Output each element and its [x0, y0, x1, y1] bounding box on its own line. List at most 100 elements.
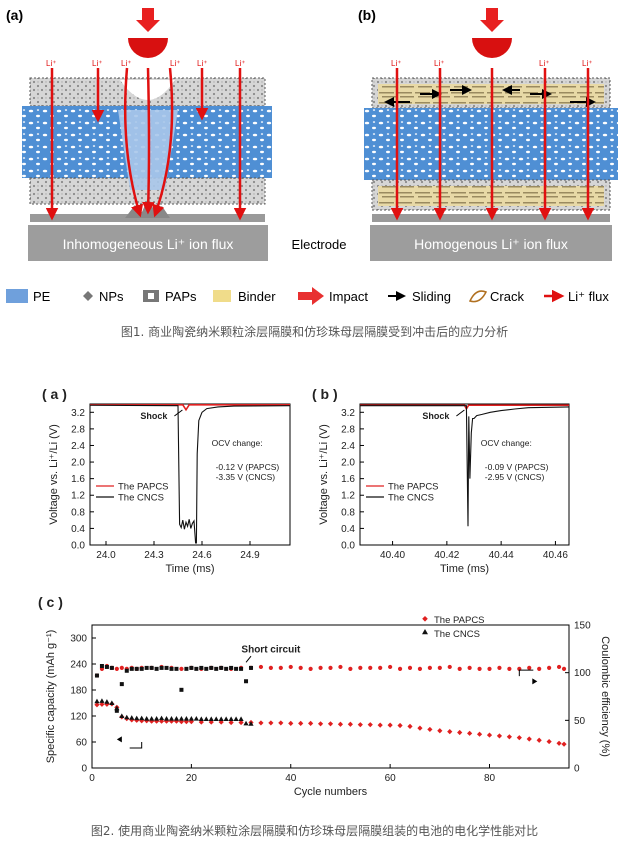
- data-point-papcs-capacity: [129, 717, 135, 723]
- y-tick-label: 2.8: [71, 424, 85, 435]
- plot-frame: [91, 624, 570, 769]
- legend-sliding: Sliding: [412, 289, 451, 304]
- data-point-papcs-capacity: [427, 726, 433, 733]
- data-point-papcs-capacity: [94, 702, 100, 708]
- data-point-papcs-capacity: [99, 701, 105, 707]
- y-axis-label: Specific capacity (mAh g⁻¹): [45, 630, 57, 764]
- data-point-papcs-capacity: [526, 736, 532, 742]
- x-axis-label: Time (ms): [440, 563, 489, 575]
- data-point-cncs-capacity: [198, 716, 204, 722]
- data-point-papcs-capacity: [153, 718, 160, 724]
- data-point-cncs-ce: [159, 665, 164, 670]
- data-point-papcs-capacity: [476, 731, 483, 737]
- panel-b-label: (b): [358, 7, 376, 23]
- y-tick-label: 300: [70, 634, 87, 645]
- data-point-papcs-capacity: [144, 718, 150, 724]
- data-point-papcs-capacity: [178, 719, 185, 725]
- data-point-papcs-ce: [308, 666, 313, 671]
- data-point-cncs-ce: [154, 666, 159, 671]
- data-point-papcs-ce: [547, 665, 552, 670]
- legend-nps: NPs: [99, 289, 124, 304]
- data-point-papcs-capacity: [298, 720, 304, 726]
- data-point-papcs-capacity: [387, 722, 393, 728]
- ocv-papcs: -0.12 V (PAPCS): [216, 462, 280, 472]
- data-point-papcs-capacity: [198, 719, 204, 725]
- x-axis-label: Cycle numbers: [294, 786, 368, 798]
- data-point-cncs-ce: [189, 665, 194, 670]
- panel-label: ( b ): [312, 386, 338, 402]
- x-tick-label: 0: [89, 773, 95, 784]
- data-point-papcs-capacity: [377, 722, 383, 728]
- left-axis-indicator-head: [116, 736, 122, 743]
- series-line-cncs: [89, 404, 291, 544]
- data-point-papcs-capacity: [496, 733, 503, 739]
- plot-frame: [359, 403, 570, 546]
- data-point-papcs-ce: [507, 666, 512, 671]
- y-tick-label: 0.0: [71, 541, 85, 552]
- x-tick-label: 24.3: [144, 550, 164, 561]
- x-tick-label: 40.44: [489, 550, 514, 561]
- li-label: Li⁺: [434, 59, 444, 68]
- shock-arrow: [456, 409, 465, 417]
- data-point-papcs-capacity: [536, 737, 542, 743]
- legend-paps: PAPs: [165, 289, 197, 304]
- data-point-papcs-capacity: [556, 740, 562, 746]
- data-point-cncs-ce: [124, 668, 129, 673]
- data-point-papcs-capacity: [407, 723, 413, 729]
- li-label: Li⁺: [197, 59, 207, 68]
- series-line-cncs: [360, 405, 570, 527]
- data-point-cncs-ce: [229, 665, 234, 670]
- data-point-cncs-capacity: [193, 716, 199, 721]
- legend-entry: The CNCS: [118, 493, 164, 504]
- data-point-papcs-capacity: [546, 738, 552, 745]
- data-point-papcs-capacity: [467, 730, 473, 736]
- data-point-cncs-capacity: [153, 716, 160, 721]
- y-tick-label: 1.6: [71, 474, 85, 485]
- data-point-cncs-capacity: [238, 716, 244, 722]
- li-label: Li⁺: [539, 59, 549, 68]
- li-label: Li⁺: [582, 59, 592, 68]
- data-point-papcs-capacity: [561, 741, 567, 747]
- data-point-cncs-ce: [139, 666, 144, 671]
- data-point-cncs-capacity: [129, 715, 135, 720]
- y2-axis-label: Coulombic efficiency (%): [599, 636, 611, 757]
- y-tick-label: 180: [70, 686, 87, 697]
- data-point-papcs-capacity: [268, 720, 274, 726]
- y2-tick-label: 100: [574, 668, 591, 679]
- y-tick-label: 1.2: [71, 491, 85, 502]
- figure-1-schematic: (a) (b) Li⁺ Li⁺ Li⁺ Li⁺ Li⁺ Li⁺ Inhomoge…: [6, 7, 618, 305]
- panel-label: ( c ): [38, 594, 63, 610]
- data-point-cncs-capacity: [144, 716, 150, 721]
- data-point-papcs-capacity: [149, 718, 155, 724]
- data-point-papcs-ce: [318, 665, 323, 670]
- data-point-papcs-ce: [378, 665, 383, 670]
- legend-crack: Crack: [490, 289, 524, 304]
- y-tick-label: 2.8: [341, 424, 355, 435]
- bar-b-text: Homogenous Li⁺ ion flux: [414, 236, 568, 252]
- data-point-cncs-ce: [219, 665, 224, 670]
- data-point-papcs-ce: [179, 666, 184, 671]
- legend-entry: The PAPCS: [118, 482, 169, 493]
- data-point-cncs-ce: [249, 665, 253, 670]
- x-tick-label: 60: [385, 773, 397, 784]
- data-point-cncs-capacity: [213, 716, 219, 722]
- data-point-papcs-ce: [527, 665, 532, 670]
- data-point-papcs-ce: [258, 664, 264, 670]
- data-point-papcs-ce: [561, 666, 567, 671]
- data-point-cncs-capacity: [119, 713, 125, 718]
- data-point-cncs-ce: [239, 666, 244, 671]
- data-point-cncs-capacity: [203, 716, 209, 722]
- y-tick-label: 0.8: [341, 507, 355, 518]
- y-tick-label: 0: [81, 764, 87, 775]
- data-point-cncs-ce: [234, 666, 239, 671]
- data-point-papcs-ce: [328, 665, 333, 670]
- data-point-cncs-capacity: [104, 699, 110, 704]
- data-point-cncs-capacity: [173, 716, 180, 721]
- data-point-cncs-ce: [99, 663, 104, 668]
- y-tick-label: 1.2: [341, 491, 355, 502]
- data-point-cncs-ce: [184, 666, 189, 671]
- data-point-cncs-ce: [169, 666, 174, 671]
- y-axis-label: Voltage vs. Li⁺/Li (V): [318, 424, 330, 525]
- data-point-cncs-capacity: [183, 716, 190, 721]
- data-point-papcs-capacity: [327, 721, 334, 727]
